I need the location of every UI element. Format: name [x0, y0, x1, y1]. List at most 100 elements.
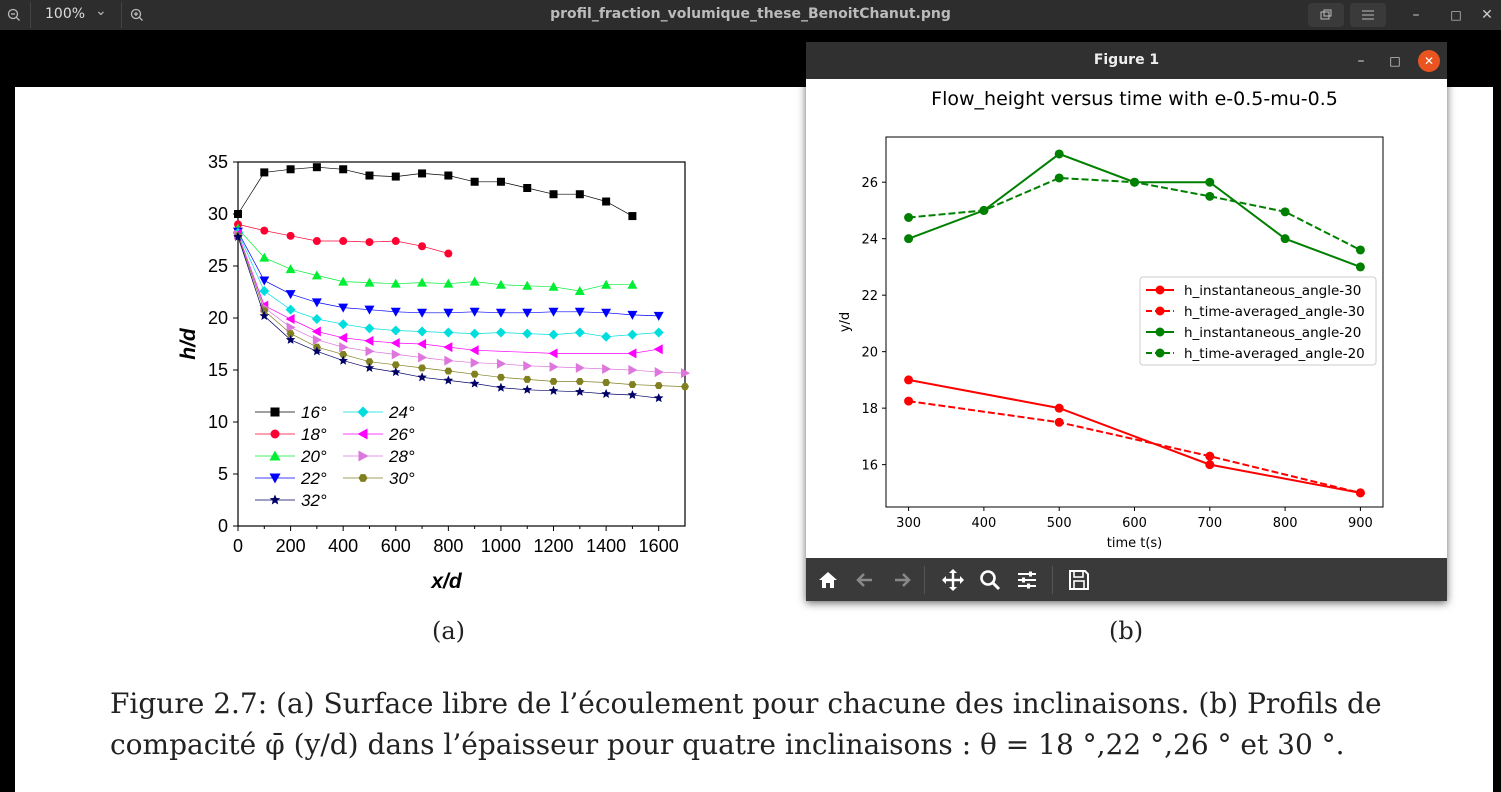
maximize-icon[interactable]: □: [1389, 54, 1401, 68]
data-point: [1355, 262, 1365, 272]
x-tick-label: 600: [1122, 516, 1147, 531]
data-point: [391, 361, 400, 369]
forward-arrow-icon[interactable]: [889, 567, 915, 593]
data-point: [285, 304, 296, 315]
data-point: [443, 278, 454, 288]
data-point: [601, 308, 612, 318]
legend-entry: 28°: [343, 447, 415, 466]
y-tick-label: 26: [861, 176, 878, 191]
data-point: [417, 326, 428, 337]
data-point: [444, 355, 454, 366]
data-point: [269, 473, 281, 484]
data-point: [286, 231, 295, 240]
fullscreen-icon[interactable]: [1308, 3, 1344, 27]
y-tick-label: 30: [208, 204, 228, 224]
data-point: [470, 370, 479, 378]
y-tick-label: 20: [861, 346, 878, 361]
save-icon[interactable]: [1066, 567, 1092, 593]
zoom-level-dropdown[interactable]: 100% ⌄: [30, 2, 122, 28]
x-tick-label: 300: [896, 516, 921, 531]
data-point: [443, 327, 454, 338]
data-point: [469, 345, 479, 356]
data-point: [654, 382, 663, 390]
toolbar-separator: [1052, 566, 1053, 594]
data-point: [260, 168, 269, 177]
caption-line-2: compacité φ̄ (y/d) dans l’épaisseur pour…: [110, 728, 1345, 761]
data-point: [365, 358, 374, 366]
maximize-icon[interactable]: □: [1450, 8, 1462, 22]
data-point: [259, 252, 270, 262]
data-point: [269, 450, 281, 461]
chart-title: Flow_height versus time with e-0.5-mu-0.…: [931, 88, 1338, 110]
data-point: [390, 278, 401, 288]
data-point: [549, 361, 559, 372]
minimize-icon[interactable]: –: [1412, 7, 1420, 23]
subfigure-label-b: (b): [1109, 617, 1144, 645]
data-point: [548, 281, 559, 291]
y-tick-label: 24: [861, 233, 878, 248]
data-point: [286, 322, 296, 333]
zoom-in-icon[interactable]: [125, 3, 149, 27]
minimize-icon[interactable]: –: [1357, 53, 1365, 69]
data-point: [574, 327, 585, 338]
data-point: [285, 314, 295, 325]
y-tick-label: 20: [208, 308, 228, 328]
data-point: [311, 314, 322, 325]
data-point: [364, 335, 374, 346]
data-point: [549, 190, 558, 199]
close-icon[interactable]: ✕: [1481, 7, 1493, 23]
data-point: [575, 386, 585, 396]
data-point: [627, 279, 638, 289]
x-tick-label: 600: [381, 536, 411, 556]
data-point: [417, 372, 427, 382]
data-point: [285, 264, 296, 274]
data-point: [418, 352, 428, 363]
data-point: [391, 237, 400, 246]
x-axis-label: time t(s): [1107, 536, 1163, 551]
data-point: [417, 277, 428, 287]
back-arrow-icon[interactable]: [852, 567, 878, 593]
data-point: [269, 494, 281, 505]
y-axis-label: h/d: [177, 327, 200, 360]
data-point: [653, 327, 664, 338]
data-point: [681, 383, 689, 391]
data-point: [418, 169, 427, 178]
data-point: [286, 330, 295, 338]
legend-label: 32°: [301, 491, 327, 510]
data-point: [548, 385, 559, 395]
figure-caption: Figure 2.7: (a) Surface libre de l’écoul…: [110, 683, 1425, 765]
data-point: [469, 276, 480, 286]
chart-a: 0 200 400 600 800 1000 1200 1400 1600 0 5 10 15 20 25 3…: [177, 152, 690, 593]
data-point: [312, 237, 321, 246]
series-line: [237, 234, 686, 374]
y-tick-label: 16: [861, 459, 878, 474]
data-point: [495, 308, 506, 318]
zoom-level: 100%: [45, 6, 86, 22]
configure-subplots-icon[interactable]: [1014, 567, 1040, 593]
chevron-down-icon: ⌄: [95, 3, 107, 19]
legend-label: h_instantaneous_angle-30: [1184, 283, 1361, 299]
data-point: [339, 237, 348, 246]
legend-label: 30°: [389, 469, 415, 488]
data-point: [391, 367, 401, 377]
legend-label: 24°: [388, 403, 415, 422]
pan-icon[interactable]: [940, 567, 966, 593]
zoom-icon[interactable]: [977, 567, 1003, 593]
x-tick-label: 500: [1047, 516, 1072, 531]
menu-icon[interactable]: [1350, 3, 1386, 27]
data-point: [338, 276, 349, 286]
data-point: [1205, 451, 1215, 461]
close-icon[interactable]: ✕: [1418, 50, 1440, 72]
zoom-out-icon[interactable]: [2, 3, 26, 27]
data-point: [1205, 460, 1215, 470]
data-point: [575, 362, 585, 373]
home-icon[interactable]: [815, 567, 841, 593]
data-point: [904, 234, 914, 244]
x-tick-label: 900: [1348, 516, 1373, 531]
data-point: [469, 328, 480, 339]
data-point: [391, 172, 400, 181]
data-point: [1054, 173, 1064, 183]
x-tick-label: 1400: [586, 536, 626, 556]
legend-label: 28°: [388, 447, 415, 466]
legend-marker: [1155, 285, 1165, 295]
